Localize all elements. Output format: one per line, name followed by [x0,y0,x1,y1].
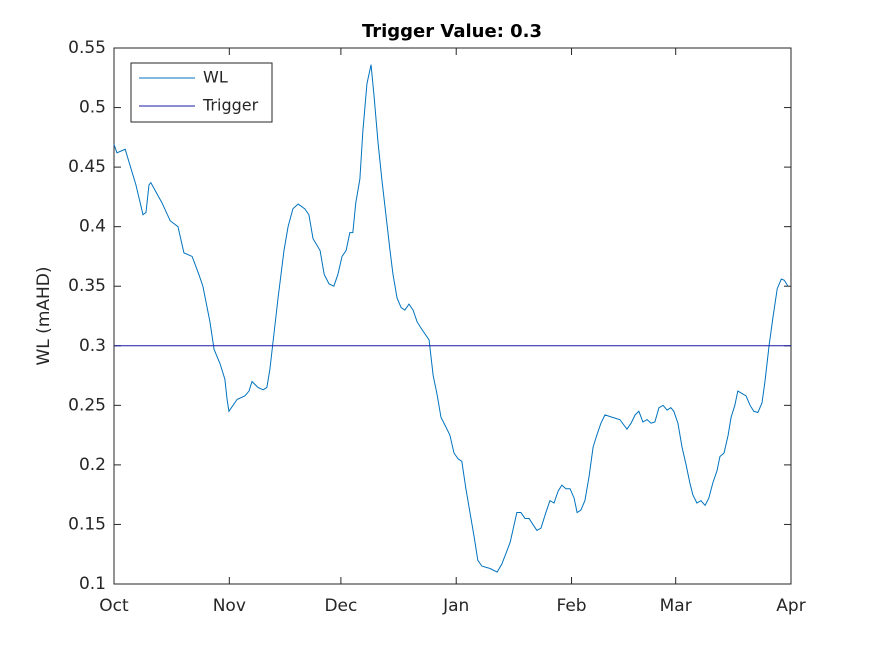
x-tick-label: Dec [324,596,357,616]
x-tick-label: Mar [660,596,692,616]
x-tick-label: Nov [213,596,246,616]
chart-title: Trigger Value: 0.3 [362,21,542,42]
x-tick-label: Jan [442,596,469,616]
plot-frame [113,47,792,585]
x-tick-label: Apr [776,596,805,616]
legend-box [130,62,273,123]
y-tick-label: 0.4 [79,217,106,237]
x-tick-label: Oct [99,596,129,616]
y-tick-label: 0.1 [79,574,106,594]
x-tick-label: Feb [556,596,586,616]
legend-label: WL [203,68,228,87]
y-tick-label: 0.15 [68,514,106,534]
y-tick-label: 0.5 [79,98,106,118]
legend-label: Trigger [202,96,259,115]
y-tick-label: 0.25 [68,395,106,415]
y-axis-label: WL (mAHD) [34,266,54,365]
y-tick-label: 0.2 [79,455,106,475]
y-tick-label: 0.45 [68,157,106,177]
y-tick-label: 0.35 [68,276,106,296]
y-tick-label: 0.3 [79,336,106,356]
y-tick-label: 0.55 [68,38,106,58]
data-line [113,64,789,573]
